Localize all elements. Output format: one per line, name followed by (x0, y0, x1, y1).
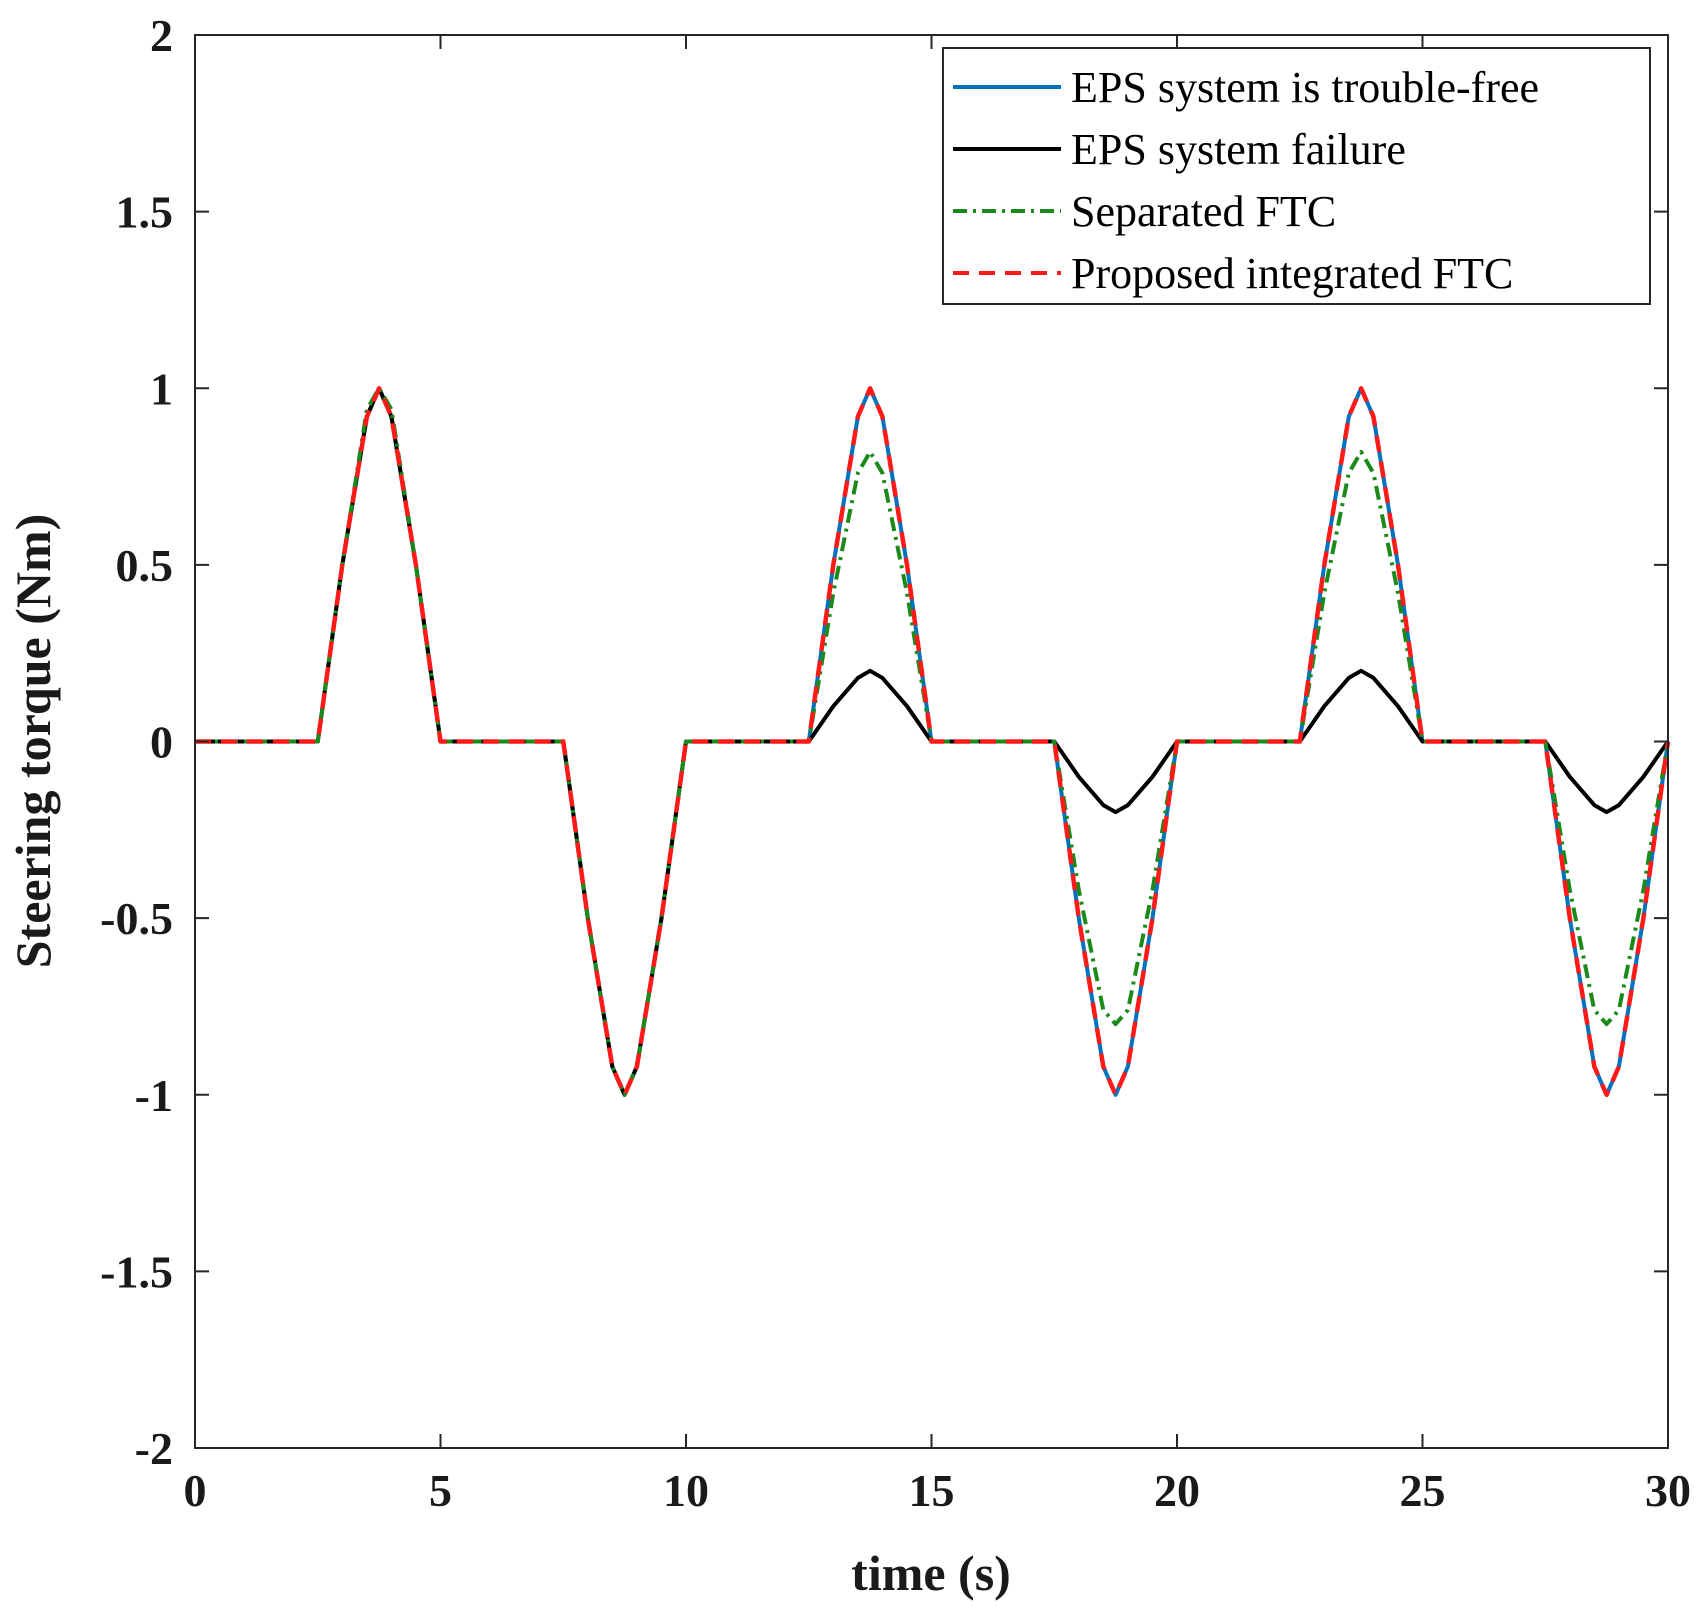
legend-label: Proposed integrated FTC (1071, 249, 1513, 298)
y-tick-label: 0.5 (116, 540, 174, 591)
y-axis-label: Steering torque (Nm) (5, 514, 61, 969)
series-line-4 (195, 386, 1671, 1098)
y-tick-label: 1 (150, 363, 173, 414)
legend: EPS system is trouble-free EPS system fai… (942, 47, 1651, 305)
x-tick-label: 15 (909, 1465, 955, 1516)
x-tick-label: 0 (184, 1465, 207, 1516)
y-tick-label: -1.5 (100, 1246, 173, 1297)
y-tick-label: -2 (135, 1423, 173, 1474)
x-tick-label: 30 (1645, 1465, 1691, 1516)
legend-label: Separated FTC (1071, 187, 1336, 236)
x-tick-label: 5 (429, 1465, 452, 1516)
y-tick-label: 0 (150, 717, 173, 768)
legend-label: EPS system failure (1071, 125, 1406, 174)
y-tick-label: 1.5 (116, 187, 174, 238)
y-tick-label: 2 (150, 10, 173, 61)
x-tick-label: 20 (1154, 1465, 1200, 1516)
x-axis-label: time (s) (851, 1545, 1011, 1601)
x-tick-label: 25 (1400, 1465, 1446, 1516)
y-tick-label: -0.5 (100, 893, 173, 944)
series-layer (195, 386, 1671, 1098)
legend-box (942, 47, 1651, 305)
legend-items: EPS system is trouble-free EPS system fai… (953, 63, 1539, 298)
legend-label: EPS system is trouble-free (1071, 63, 1539, 112)
x-tick-label: 10 (663, 1465, 709, 1516)
y-tick-label: -1 (135, 1070, 173, 1121)
ticks-layer: 0 5 10 15 20 25 30 -2 -1.5 -1 -0.5 0 0.5 1 1.5 2 (100, 10, 1691, 1516)
